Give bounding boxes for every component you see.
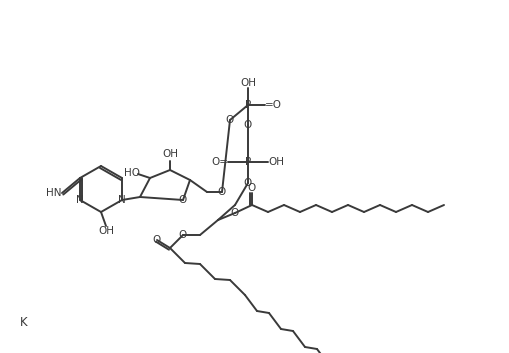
- Text: N: N: [76, 195, 83, 205]
- Text: HN: HN: [46, 188, 62, 198]
- Text: K: K: [20, 317, 27, 329]
- Text: OH: OH: [267, 157, 284, 167]
- Text: O: O: [243, 178, 251, 188]
- Text: P: P: [244, 100, 250, 110]
- Text: O: O: [243, 120, 251, 130]
- Text: OH: OH: [240, 78, 256, 88]
- Text: O: O: [179, 195, 187, 205]
- Text: O: O: [179, 230, 187, 240]
- Text: O: O: [217, 187, 225, 197]
- Text: =O: =O: [265, 100, 281, 110]
- Text: HO: HO: [124, 168, 140, 178]
- Text: OH: OH: [162, 149, 178, 159]
- Text: O: O: [153, 235, 161, 245]
- Text: N: N: [118, 195, 126, 205]
- Text: O: O: [225, 115, 234, 125]
- Text: P: P: [244, 157, 250, 167]
- Text: O: O: [231, 208, 239, 218]
- Text: OH: OH: [98, 226, 114, 236]
- Text: O: O: [247, 183, 256, 193]
- Text: O=: O=: [211, 157, 228, 167]
